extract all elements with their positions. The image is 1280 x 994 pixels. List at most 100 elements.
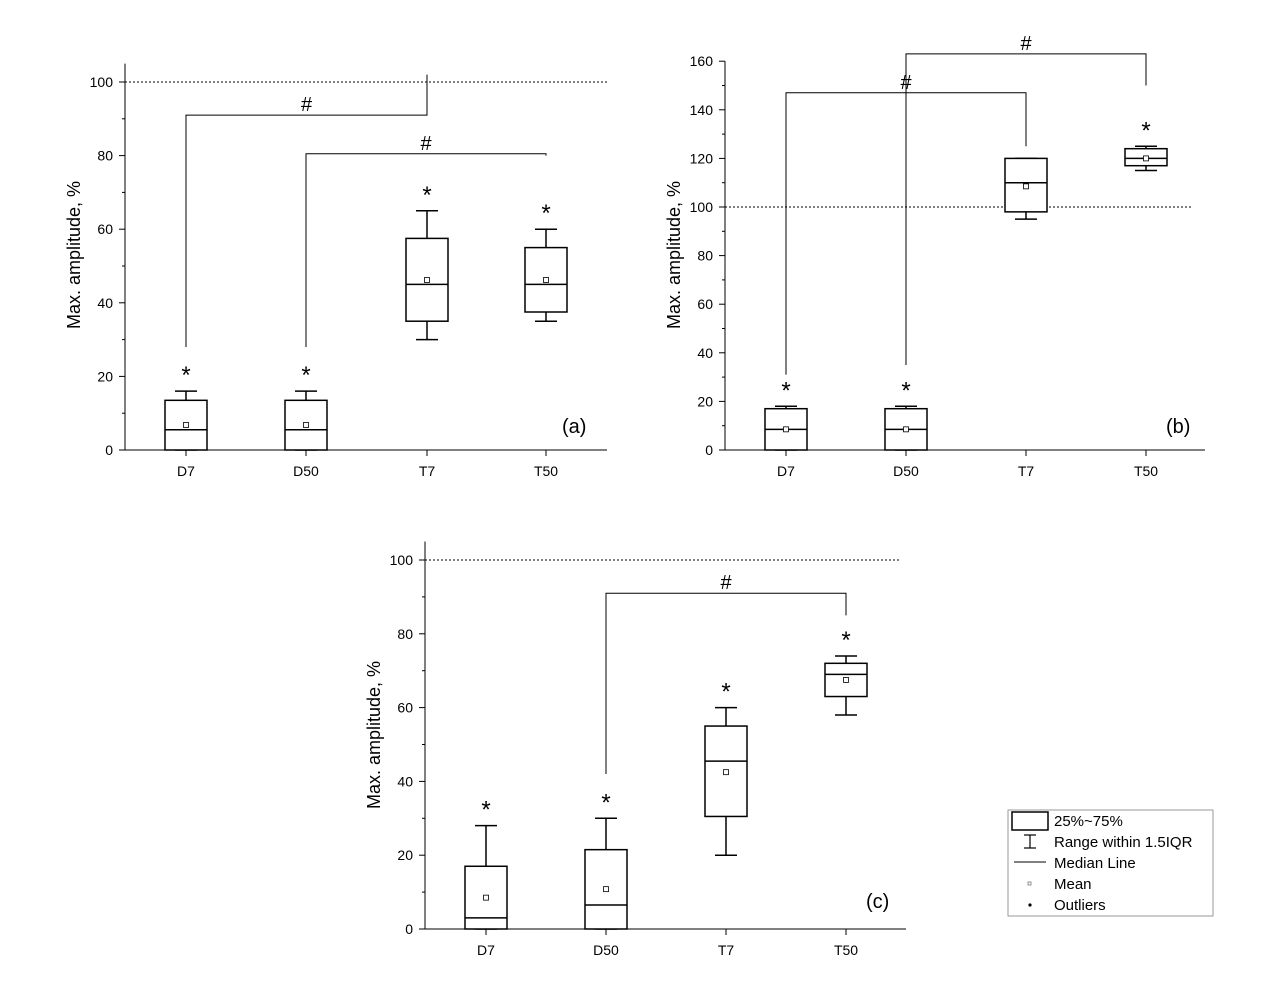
panel-label: (b) bbox=[1166, 416, 1190, 438]
legend-frame bbox=[1007, 809, 1214, 917]
mean-marker bbox=[483, 894, 489, 901]
y-tick-label: 140 bbox=[690, 102, 714, 118]
bracket-line bbox=[605, 592, 847, 775]
x-tick-label: T7 bbox=[718, 942, 735, 958]
y-tick-label: 60 bbox=[697, 296, 713, 312]
mean-marker bbox=[183, 422, 189, 428]
x-tick-label: T50 bbox=[834, 942, 858, 958]
mean-marker bbox=[603, 886, 609, 893]
x-tick-label: T7 bbox=[419, 463, 436, 479]
significance-star: * bbox=[841, 627, 850, 654]
mean-marker bbox=[424, 277, 430, 283]
y-tick-label: 40 bbox=[97, 295, 113, 311]
box-D50: * bbox=[884, 377, 928, 451]
legend-label-mean: Mean bbox=[1054, 876, 1092, 893]
box-T7 bbox=[1004, 157, 1048, 220]
x-tick-label: D7 bbox=[177, 463, 195, 479]
y-tick-label: 120 bbox=[690, 150, 714, 166]
significance-star: * bbox=[901, 377, 910, 404]
box-D7: * bbox=[764, 377, 808, 451]
y-tick-label: 20 bbox=[397, 847, 413, 863]
box-T50: * bbox=[1124, 117, 1168, 172]
box-D7: * bbox=[164, 362, 208, 451]
x-tick-label: D50 bbox=[593, 942, 619, 958]
y-tick-label: 100 bbox=[390, 552, 414, 568]
panel-a: 0 20 40 60 80 100 Max. amplitude, % D7 D50 T7 T50 *… bbox=[64, 63, 607, 479]
y-tick-label: 80 bbox=[697, 248, 713, 264]
bracket-D7-T7: # bbox=[185, 74, 428, 347]
legend-label-range: Range within 1.5IQR bbox=[1054, 834, 1193, 851]
box-D50: * bbox=[284, 362, 328, 451]
x-tick-label: T7 bbox=[1018, 463, 1035, 479]
mean-marker bbox=[723, 769, 729, 776]
significance-star: * bbox=[481, 797, 490, 824]
bracket-hash-label: # bbox=[1020, 33, 1032, 55]
x-tick-label: D50 bbox=[293, 463, 319, 479]
x-tick-label: D7 bbox=[777, 463, 795, 479]
iqr-box bbox=[164, 399, 208, 451]
panel-label: (c) bbox=[866, 891, 889, 913]
y-tick-label: 0 bbox=[105, 442, 113, 458]
significance-star: * bbox=[721, 679, 730, 706]
bracket-line bbox=[185, 74, 428, 347]
bracket-D50-T50: # bbox=[905, 33, 1147, 365]
x-tick-label: D7 bbox=[477, 942, 495, 958]
y-tick-label: 80 bbox=[97, 148, 113, 164]
legend-mean-symbol bbox=[1027, 881, 1032, 886]
significance-star: * bbox=[422, 182, 431, 209]
legend-box-swatch bbox=[1011, 811, 1049, 831]
mean-marker bbox=[783, 426, 789, 433]
y-tick-label: 60 bbox=[397, 700, 413, 716]
y-tick-label: 40 bbox=[697, 345, 713, 361]
y-axis-label: Max. amplitude, % bbox=[664, 181, 684, 329]
y-tick-label: 0 bbox=[405, 921, 413, 937]
y-axis-label: Max. amplitude, % bbox=[64, 181, 84, 329]
x-tick-label: D50 bbox=[893, 463, 919, 479]
significance-star: * bbox=[601, 789, 610, 816]
y-tick-label: 60 bbox=[97, 221, 113, 237]
x-tick-label: T50 bbox=[534, 463, 558, 479]
box-D50: * bbox=[584, 789, 628, 930]
box-T7: * bbox=[704, 679, 748, 856]
box-T7: * bbox=[405, 182, 449, 341]
legend-range-symbol bbox=[1024, 834, 1036, 849]
y-tick-label: 100 bbox=[90, 74, 114, 90]
significance-star: * bbox=[301, 362, 310, 389]
y-tick-label: 0 bbox=[705, 442, 713, 458]
significance-star: * bbox=[181, 362, 190, 389]
box-D7: * bbox=[464, 797, 508, 930]
bracket-hash-label: # bbox=[420, 133, 432, 155]
panel-b: 0 20 40 60 80 100 120 140 160 Max. amplitude, % D7… bbox=[664, 33, 1205, 479]
mean-marker bbox=[903, 426, 909, 433]
legend-outlier-symbol bbox=[1028, 903, 1032, 907]
mean-marker bbox=[1143, 155, 1149, 162]
bracket-D50-T50: # bbox=[605, 572, 847, 775]
panel-label: (a) bbox=[562, 416, 586, 438]
box-T50: * bbox=[824, 627, 868, 716]
panel-c: 0 20 40 60 80 100 Max. amplitude, % D7 D50 T7 T50 *… bbox=[364, 541, 906, 958]
bracket-hash-label: # bbox=[301, 94, 313, 116]
x-tick-label: T50 bbox=[1134, 463, 1158, 479]
y-tick-label: 20 bbox=[97, 368, 113, 384]
significance-star: * bbox=[1141, 117, 1150, 144]
bracket-hash-label: # bbox=[720, 572, 732, 594]
bracket-line bbox=[905, 53, 1147, 365]
box-T50: * bbox=[524, 200, 568, 322]
y-tick-label: 160 bbox=[690, 53, 714, 69]
y-axis-label: Max. amplitude, % bbox=[364, 661, 384, 809]
bracket-D50-T50: # bbox=[305, 133, 547, 347]
y-tick-label: 80 bbox=[397, 626, 413, 642]
y-tick-label: 100 bbox=[690, 199, 714, 215]
legend-label-outliers: Outliers bbox=[1054, 897, 1106, 914]
mean-marker bbox=[1023, 183, 1029, 190]
y-tick-label: 40 bbox=[397, 773, 413, 789]
legend-label-box: 25%~75% bbox=[1054, 813, 1123, 830]
significance-star: * bbox=[541, 200, 550, 227]
legend: 25%~75% Range within 1.5IQR Median Line … bbox=[1007, 809, 1214, 917]
mean-marker bbox=[303, 422, 309, 428]
legend-label-median: Median Line bbox=[1054, 855, 1136, 872]
y-tick-label: 20 bbox=[697, 393, 713, 409]
significance-star: * bbox=[781, 377, 790, 404]
mean-marker bbox=[843, 677, 849, 683]
